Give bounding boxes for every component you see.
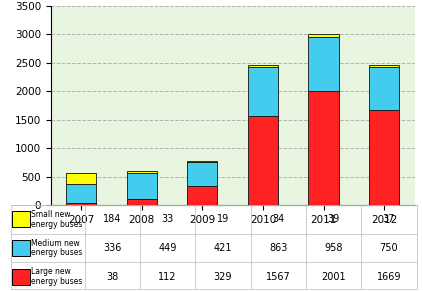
Bar bbox=[248, 116, 278, 205]
Bar bbox=[187, 161, 217, 162]
Text: Small new
energy buses: Small new energy buses bbox=[31, 210, 82, 229]
Text: 19: 19 bbox=[217, 214, 229, 224]
Text: 421: 421 bbox=[214, 243, 232, 253]
Bar bbox=[248, 65, 278, 67]
Text: 33: 33 bbox=[162, 214, 174, 224]
Text: 2001: 2001 bbox=[321, 272, 346, 282]
Text: 336: 336 bbox=[103, 243, 121, 253]
Bar bbox=[248, 67, 278, 116]
Text: Large new
energy buses: Large new energy buses bbox=[31, 267, 82, 286]
Bar bbox=[126, 171, 157, 173]
Text: 1567: 1567 bbox=[266, 272, 291, 282]
Bar bbox=[308, 34, 339, 37]
Bar bbox=[66, 173, 96, 184]
Bar bbox=[12, 240, 30, 256]
Text: 1669: 1669 bbox=[377, 272, 401, 282]
Bar bbox=[66, 203, 96, 205]
Bar bbox=[126, 173, 157, 199]
Text: 750: 750 bbox=[380, 243, 398, 253]
Text: 38: 38 bbox=[106, 272, 118, 282]
Text: 958: 958 bbox=[324, 243, 343, 253]
Bar bbox=[12, 211, 30, 227]
Text: 34: 34 bbox=[272, 214, 284, 224]
Bar bbox=[187, 187, 217, 205]
Text: 37: 37 bbox=[383, 214, 395, 224]
Text: 449: 449 bbox=[159, 243, 177, 253]
Bar bbox=[126, 199, 157, 205]
Bar bbox=[369, 110, 399, 205]
Text: 39: 39 bbox=[327, 214, 340, 224]
Bar bbox=[66, 184, 96, 203]
Text: 112: 112 bbox=[158, 272, 177, 282]
Bar bbox=[308, 91, 339, 205]
Text: 329: 329 bbox=[214, 272, 232, 282]
Bar bbox=[369, 65, 399, 68]
Text: 863: 863 bbox=[269, 243, 288, 253]
Text: Medium new
energy buses: Medium new energy buses bbox=[31, 239, 82, 257]
Bar bbox=[308, 37, 339, 91]
Text: 184: 184 bbox=[103, 214, 121, 224]
Bar bbox=[12, 269, 30, 285]
Bar bbox=[369, 68, 399, 110]
Bar bbox=[187, 162, 217, 187]
